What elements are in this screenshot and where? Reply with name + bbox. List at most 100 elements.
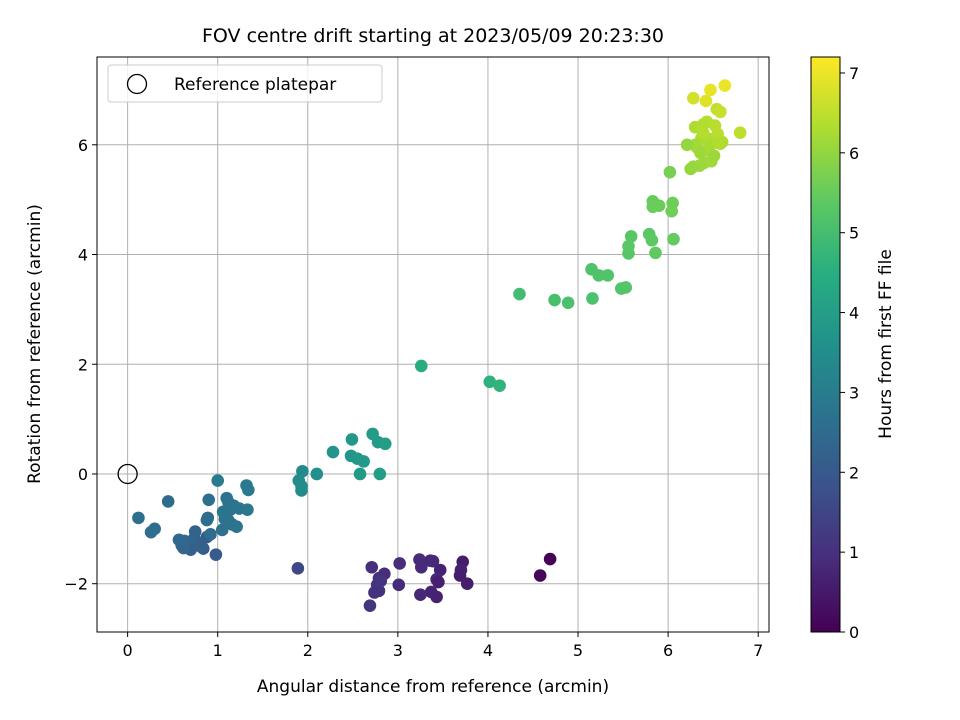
data-point	[548, 293, 561, 307]
data-point	[204, 528, 217, 541]
x-axis-label: Angular distance from reference (arcmin)	[257, 677, 609, 697]
data-point	[233, 502, 246, 515]
data-point	[493, 379, 506, 392]
data-point	[200, 513, 214, 527]
data-point	[649, 246, 662, 260]
data-point	[460, 577, 474, 591]
data-point	[161, 495, 175, 508]
data-point	[345, 433, 359, 446]
y-axis-label: Rotation from reference (arcmin)	[25, 204, 45, 484]
data-point	[561, 296, 575, 310]
data-point	[704, 83, 717, 97]
x-tick-label: 4	[483, 641, 493, 660]
data-point	[177, 541, 190, 555]
data-point	[680, 138, 694, 152]
data-point	[426, 554, 440, 568]
y-axis: −2 0 2 4 6	[64, 136, 97, 594]
data-point	[694, 146, 707, 160]
data-point	[414, 359, 428, 373]
data-point	[714, 105, 727, 119]
data-point	[453, 569, 467, 582]
data-point	[353, 467, 367, 481]
data-point	[188, 525, 202, 538]
data-point	[711, 127, 724, 141]
plot-grid	[97, 57, 769, 632]
data-point	[543, 552, 557, 566]
data-point	[222, 514, 235, 527]
colorbar-label: Hours from first FF file	[876, 249, 896, 439]
data-point	[240, 479, 253, 492]
data-point	[432, 575, 445, 589]
colorbar-bar	[810, 56, 841, 633]
plot-points	[117, 79, 747, 612]
legend-label: Reference platepar	[174, 75, 336, 95]
data-point	[392, 578, 406, 592]
legend: Reference platepar	[107, 64, 383, 103]
data-point	[365, 560, 379, 574]
reference-platepar-marker	[117, 463, 138, 485]
data-point	[209, 548, 223, 561]
data-point	[424, 585, 438, 599]
colorbar-tick-label: 6	[849, 144, 859, 163]
data-point	[393, 557, 406, 570]
data-point	[144, 525, 158, 539]
data-point	[614, 282, 628, 295]
data-point	[483, 375, 497, 389]
colorbar-axis: 0 1 2 3 4 5 6 7	[840, 64, 859, 642]
y-tick-label: 0	[78, 465, 88, 484]
data-point	[592, 269, 606, 282]
data-point	[310, 467, 324, 481]
data-point	[202, 493, 215, 507]
data-point	[291, 562, 305, 575]
legend-box	[107, 64, 383, 103]
colorbar-tick-label: 1	[849, 543, 859, 562]
data-point	[645, 233, 659, 247]
data-point	[326, 445, 340, 459]
y-tick-label: 2	[78, 355, 88, 374]
legend-reference-marker	[126, 73, 148, 95]
y-tick-label: 6	[78, 136, 88, 155]
data-point	[132, 511, 145, 525]
data-point	[646, 200, 660, 214]
x-axis: 0 1 2 3 4 5 6 7	[123, 632, 763, 660]
data-point	[414, 588, 427, 601]
data-point	[624, 230, 638, 243]
data-point	[373, 467, 387, 481]
data-point	[215, 523, 229, 537]
colorbar-tick-label: 2	[849, 463, 859, 482]
x-tick-label: 6	[663, 641, 673, 660]
data-point	[363, 599, 377, 612]
colorbar-tick-label: 7	[849, 64, 859, 83]
data-point	[194, 540, 207, 553]
data-point	[687, 91, 700, 105]
data-point	[513, 287, 526, 301]
data-point	[707, 149, 721, 163]
data-point	[295, 479, 308, 493]
colorbar-tick-label: 5	[849, 224, 859, 243]
data-point	[699, 94, 713, 108]
data-point	[601, 269, 615, 282]
data-point	[378, 437, 392, 451]
x-tick-label: 5	[573, 641, 583, 660]
data-point	[712, 136, 725, 150]
data-point	[413, 553, 426, 566]
colorbar-tick-label: 4	[849, 304, 859, 323]
data-point	[666, 196, 679, 210]
data-point	[357, 455, 370, 468]
plot-frame	[96, 56, 770, 633]
data-point	[718, 79, 732, 92]
data-point	[533, 569, 547, 582]
data-point	[733, 126, 747, 140]
data-point	[374, 574, 388, 588]
data-point	[211, 474, 225, 487]
x-tick-label: 7	[753, 641, 763, 660]
data-point	[586, 292, 599, 305]
x-tick-label: 1	[213, 641, 223, 660]
data-point	[667, 232, 680, 246]
data-point	[696, 126, 710, 140]
data-point	[663, 165, 677, 179]
y-tick-label: 4	[78, 246, 88, 265]
x-tick-label: 2	[303, 641, 313, 660]
colorbar: 0 1 2 3 4 5 6 7 Hours from first FF file	[810, 56, 896, 642]
